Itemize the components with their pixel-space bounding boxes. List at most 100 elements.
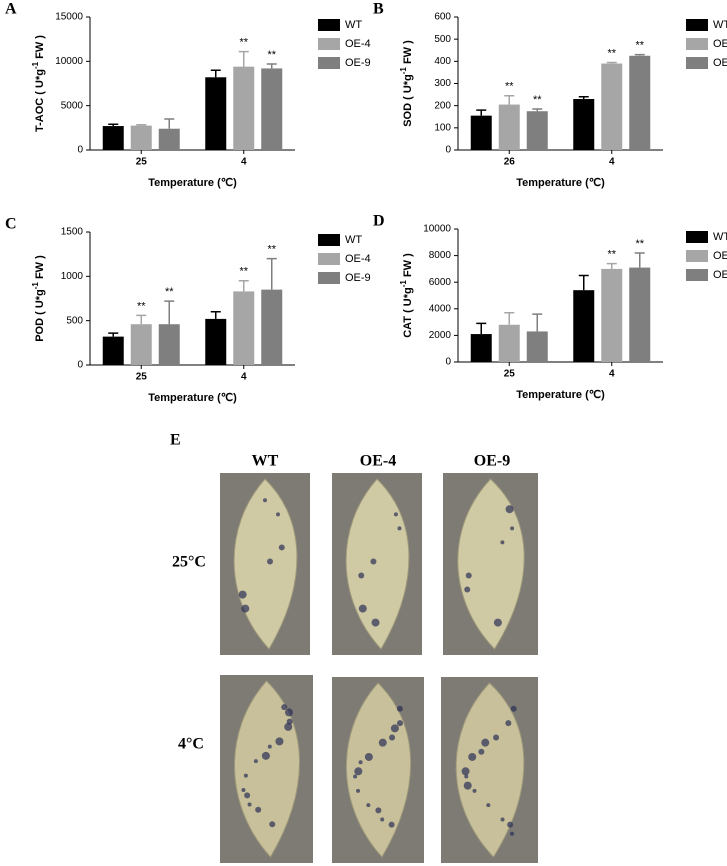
panel-label: C — [5, 216, 17, 233]
stain — [267, 558, 274, 565]
legend-label: OE-4 — [713, 38, 727, 50]
error-bar — [164, 300, 175, 325]
error-bar — [606, 61, 617, 64]
bar — [261, 68, 283, 150]
bar — [573, 99, 595, 150]
bar — [526, 111, 548, 150]
y-axis-title-part: -1 — [31, 282, 40, 290]
x-tick-label: 25 — [136, 372, 148, 383]
bar — [629, 55, 651, 150]
stain — [505, 720, 512, 727]
stain — [263, 498, 267, 503]
legend-swatch — [318, 57, 340, 69]
panel-label: B — [373, 1, 384, 18]
error-bar — [578, 96, 589, 100]
legend-label: OE-9 — [713, 269, 727, 281]
error-bar — [504, 94, 515, 105]
y-axis-title: SOD ( U*g-1 FW ) — [399, 40, 414, 127]
error-bar — [210, 311, 221, 319]
legend-label: OE-9 — [713, 57, 727, 69]
column-label: OE-4 — [360, 453, 396, 470]
y-axis-title-part: -1 — [399, 67, 408, 75]
y-axis-title-part: T-AOC ( U*g — [34, 69, 46, 132]
stain — [396, 705, 403, 712]
y-tick-label: 15000 — [55, 12, 83, 23]
bar — [261, 289, 283, 365]
bar — [601, 63, 623, 150]
error-bar — [532, 313, 543, 332]
leaf — [233, 478, 298, 650]
bar — [601, 268, 623, 362]
stain — [371, 618, 380, 627]
y-axis-title-part: FW ) — [402, 40, 414, 67]
stain — [464, 586, 471, 593]
x-axis-title: Temperature (℃) — [148, 392, 237, 404]
stain — [241, 788, 246, 793]
significance: ** — [267, 244, 276, 256]
legend-swatch — [318, 234, 340, 246]
bar — [205, 77, 227, 150]
stain — [354, 767, 363, 776]
legend-label: OE-9 — [345, 57, 371, 69]
error-bar — [210, 69, 221, 78]
legend-swatch — [686, 250, 708, 262]
stain — [481, 738, 490, 747]
legend-swatch — [686, 231, 708, 243]
bar — [470, 334, 492, 362]
significance: ** — [239, 266, 248, 278]
stain — [284, 722, 293, 731]
significance: ** — [607, 47, 616, 59]
stain — [393, 512, 398, 517]
legend-swatch — [686, 269, 708, 281]
legend-swatch — [318, 19, 340, 31]
legend-swatch — [318, 253, 340, 265]
row-label: 4°C — [178, 736, 204, 753]
error-bar — [532, 108, 543, 112]
stain — [261, 751, 270, 760]
stain — [358, 572, 365, 579]
y-axis-title-part: FW ) — [402, 253, 414, 280]
x-tick-label: 4 — [609, 369, 615, 380]
significance: ** — [607, 248, 616, 260]
stain — [358, 604, 367, 613]
legend-swatch — [318, 272, 340, 284]
error-bar — [634, 252, 645, 268]
y-tick-label: 0 — [445, 357, 451, 368]
legend-label: OE-4 — [345, 38, 371, 50]
error-bar — [136, 314, 147, 325]
stain — [267, 744, 272, 749]
stain — [493, 618, 502, 627]
legend-swatch — [686, 57, 708, 69]
stain — [390, 724, 399, 733]
stain — [255, 806, 262, 813]
y-axis-title: CAT ( U*g-1 FW ) — [399, 253, 414, 338]
bar — [470, 115, 492, 150]
error-bar — [238, 50, 249, 67]
stain — [461, 767, 470, 776]
stain — [510, 705, 517, 712]
y-axis-title-part: FW ) — [34, 35, 46, 62]
significance: ** — [505, 81, 514, 93]
significance: ** — [533, 94, 542, 106]
stain — [468, 752, 477, 761]
stain — [486, 803, 491, 808]
stain — [375, 807, 382, 814]
y-tick-label: 200 — [434, 100, 451, 111]
bar — [573, 290, 595, 362]
stain — [478, 748, 485, 755]
chart: D CAT ( U*g-1 FW ) Temperature (℃) 0 2000 400… — [373, 213, 727, 401]
error-bar — [578, 274, 589, 291]
error-bar — [136, 123, 147, 126]
y-tick-label: 100 — [434, 122, 451, 133]
legend-label: WT — [713, 19, 727, 31]
y-axis-title-part: POD ( U*g — [34, 289, 46, 342]
stain — [370, 558, 377, 565]
x-tick-label: 25 — [504, 369, 516, 380]
stain — [510, 526, 515, 531]
stain — [507, 821, 514, 828]
stain — [472, 788, 477, 793]
y-tick-label: 0 — [77, 360, 83, 371]
stain — [278, 544, 285, 551]
stain — [389, 734, 396, 741]
bar — [158, 128, 180, 150]
